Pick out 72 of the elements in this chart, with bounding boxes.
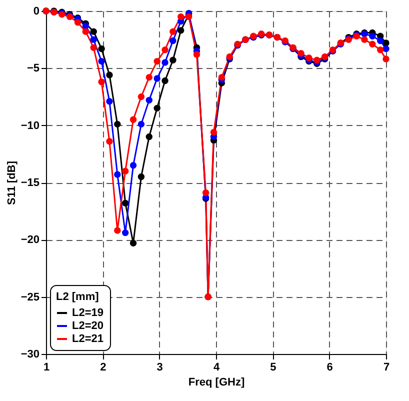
point	[138, 173, 145, 180]
point	[130, 240, 137, 246]
point	[376, 46, 384, 54]
x-tick-label: 4	[213, 362, 220, 374]
point	[90, 28, 97, 35]
point	[314, 56, 320, 64]
point	[170, 56, 176, 64]
point	[382, 56, 390, 62]
point	[154, 58, 160, 65]
point	[185, 13, 192, 20]
legend-label: L2=21	[72, 333, 104, 345]
x-tick-label: 2	[100, 362, 106, 374]
point	[382, 45, 390, 52]
point	[90, 44, 97, 51]
x-tick-label: 6	[326, 362, 333, 374]
y-tick-label: 0	[33, 6, 40, 18]
point	[82, 28, 90, 35]
point	[82, 22, 90, 30]
point	[369, 32, 376, 40]
y-axis-title: S11 [dB]	[6, 160, 18, 206]
point	[162, 59, 168, 66]
point	[98, 78, 105, 86]
point	[170, 28, 176, 35]
x-tick-label: 1	[43, 362, 50, 374]
y-tick-label: −10	[20, 120, 40, 132]
point	[98, 58, 105, 65]
point	[98, 45, 105, 52]
point	[154, 75, 160, 82]
point	[218, 74, 226, 81]
point	[106, 98, 113, 105]
point	[178, 27, 184, 34]
point	[146, 96, 152, 104]
y-tick-label: −15	[20, 177, 40, 189]
x-axis-title: Freq [GHz]	[188, 376, 245, 388]
legend-label: L2=20	[72, 320, 104, 332]
point	[146, 133, 152, 140]
point	[122, 168, 129, 174]
point	[106, 72, 113, 78]
legend-title: L2 [mm]	[56, 291, 100, 303]
y-tick-label: −5	[26, 62, 40, 75]
point	[298, 50, 304, 57]
point	[114, 171, 121, 178]
y-tick-label: −25	[20, 291, 40, 304]
point	[138, 120, 145, 128]
point	[90, 36, 97, 43]
point	[138, 93, 145, 100]
point	[193, 51, 200, 58]
point	[122, 229, 129, 236]
point	[130, 162, 137, 169]
point	[106, 138, 113, 145]
point	[162, 46, 168, 54]
point	[114, 227, 121, 234]
point	[130, 116, 137, 123]
point	[202, 189, 210, 196]
x-tick-label: 5	[270, 362, 276, 374]
point	[210, 128, 218, 136]
y-tick-label: −20	[20, 234, 40, 246]
point	[162, 77, 168, 84]
x-tick-label: 3	[156, 362, 163, 374]
point	[369, 40, 376, 48]
point	[154, 104, 160, 112]
point	[376, 37, 384, 44]
point	[122, 200, 129, 206]
point	[361, 36, 368, 43]
x-tick-label: 7	[383, 362, 390, 374]
point	[170, 37, 176, 44]
point	[178, 13, 184, 20]
point	[114, 120, 121, 128]
point	[74, 19, 82, 26]
legend-label: L2=19	[72, 307, 104, 319]
point	[146, 74, 152, 81]
y-tick-label: −30	[20, 348, 40, 360]
